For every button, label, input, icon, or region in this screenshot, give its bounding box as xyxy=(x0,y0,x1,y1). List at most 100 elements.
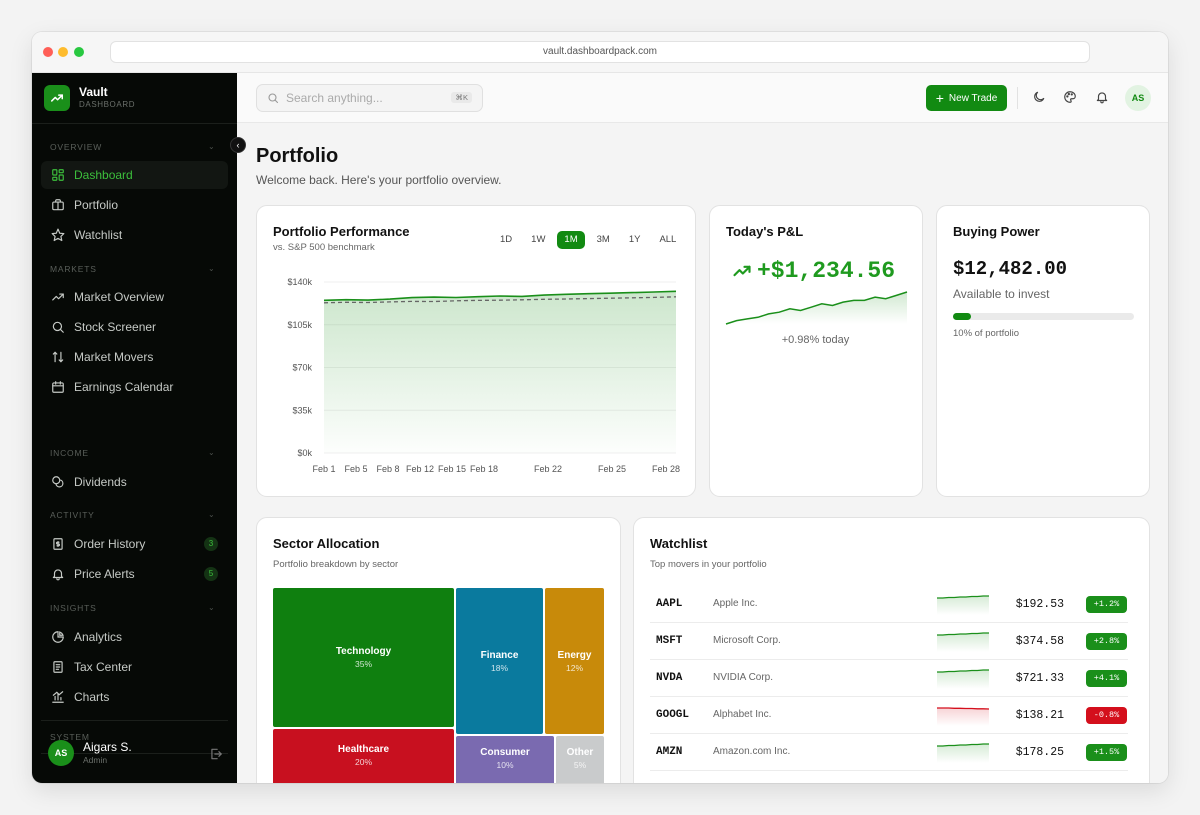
tile-pct: 5% xyxy=(573,759,587,770)
treemap-tile-other[interactable]: Other 5% xyxy=(556,736,604,783)
sidebar-item-analytics[interactable]: Analytics xyxy=(41,623,228,651)
sidebar-item-earnings-calendar[interactable]: Earnings Calendar xyxy=(41,373,228,401)
progress-fill xyxy=(953,313,972,320)
chevron-down-icon[interactable]: ⌄ xyxy=(208,603,215,612)
divider xyxy=(41,720,228,721)
sidebar-item-portfolio[interactable]: Portfolio xyxy=(41,191,228,219)
change-badge: -0.8% xyxy=(1086,707,1127,724)
search-box[interactable]: ⌘K xyxy=(256,84,483,112)
range-tab-all[interactable]: ALL xyxy=(659,234,677,245)
portfolio-area xyxy=(324,291,676,453)
sidebar-item-label: Price Alerts xyxy=(74,567,135,581)
sidebar-item-order-history[interactable]: Order History 3 xyxy=(41,530,228,558)
range-tab-3m[interactable]: 3M xyxy=(596,234,610,245)
receipt-icon xyxy=(53,538,63,550)
watchlist-row[interactable]: AMZN Amazon.com Inc. $178.25 +1.5% xyxy=(650,734,1128,771)
sparkline-line xyxy=(725,291,908,325)
sidebar-item-stock-screener[interactable]: Stock Screener xyxy=(41,313,228,341)
treemap-tile-finance[interactable]: Finance 18% xyxy=(456,588,543,734)
palette-icon[interactable] xyxy=(1063,90,1077,104)
sidebar-item-dividends[interactable]: Dividends xyxy=(41,468,228,496)
search-icon xyxy=(268,93,279,104)
sparkline-area xyxy=(937,633,989,652)
avatar[interactable]: AS xyxy=(1125,85,1151,111)
treemap-tile-technology[interactable]: Technology 35% xyxy=(273,588,454,727)
buying-power-subtitle: Available to invest xyxy=(953,287,1050,301)
watchlist-row[interactable]: AAPL Apple Inc. $192.53 +1.2% xyxy=(650,586,1128,623)
moon-icon[interactable] xyxy=(1032,90,1046,104)
mini-sparkline xyxy=(937,669,989,689)
address-bar[interactable]: vault.dashboardpack.com xyxy=(110,41,1090,63)
section-label-income[interactable]: INCOME xyxy=(50,448,89,458)
chevron-down-icon[interactable]: ⌄ xyxy=(208,142,215,151)
section-label-overview[interactable]: OVERVIEW xyxy=(50,142,103,152)
sidebar-item-tax-center[interactable]: Tax Center xyxy=(41,653,228,681)
new-trade-button[interactable]: + New Trade xyxy=(926,85,1007,111)
maximize-window-button[interactable] xyxy=(74,47,84,57)
progress-label: 10% of portfolio xyxy=(953,328,1020,339)
sidebar-item-label: Stock Screener xyxy=(74,320,157,334)
company-name: Apple Inc. xyxy=(713,598,758,609)
price: $374.58 xyxy=(1015,635,1064,648)
y-tick-label: $0k xyxy=(297,448,312,458)
sidebar-item-price-alerts[interactable]: Price Alerts 5 xyxy=(41,560,228,588)
treemap-tile-consumer[interactable]: Consumer 10% xyxy=(456,736,554,783)
user-profile[interactable]: AS Aigars S. Admin xyxy=(48,740,132,766)
company-name: Microsoft Corp. xyxy=(713,635,781,646)
mini-sparkline xyxy=(937,743,989,763)
range-tab-1y[interactable]: 1Y xyxy=(628,234,641,245)
sidebar: Vault DASHBOARD OVERVIEW ⌄ Dashboard Por… xyxy=(32,73,237,783)
pnl-value: +$1,234.56 xyxy=(732,258,895,284)
tile-name: Finance xyxy=(480,649,519,661)
chevron-down-icon[interactable]: ⌄ xyxy=(208,448,215,457)
plus-icon: + xyxy=(935,90,944,106)
search-input[interactable] xyxy=(286,91,446,105)
collapse-sidebar-button[interactable]: ‹ xyxy=(230,137,246,153)
x-tick-label: Feb 12 xyxy=(406,464,434,474)
sidebar-item-charts[interactable]: Charts xyxy=(41,683,228,711)
mini-sparkline xyxy=(937,632,989,652)
company-name: Amazon.com Inc. xyxy=(713,746,791,757)
sparkline-line xyxy=(937,632,989,636)
pnl-change: +0.98% today xyxy=(781,334,850,346)
watchlist-row[interactable]: MSFT Microsoft Corp. $374.58 +2.8% xyxy=(650,623,1128,660)
minimize-window-button[interactable] xyxy=(58,47,68,57)
tile-name: Consumer xyxy=(480,746,530,758)
range-tab-1m[interactable]: 1M xyxy=(557,231,585,249)
treemap-tile-energy[interactable]: Energy 12% xyxy=(545,588,604,734)
chevron-down-icon[interactable]: ⌄ xyxy=(208,510,215,519)
sidebar-item-label: Tax Center xyxy=(74,660,133,674)
sector-treemap: Technology 35% Finance 18% Energy 12% Healt… xyxy=(273,588,606,783)
brand[interactable]: Vault DASHBOARD xyxy=(44,85,135,111)
tile-pct: 18% xyxy=(490,662,508,673)
sidebar-item-market-movers[interactable]: Market Movers xyxy=(41,343,228,371)
section-label-insights[interactable]: INSIGHTS xyxy=(50,603,97,613)
range-tab-1d[interactable]: 1D xyxy=(500,234,513,245)
sidebar-item-label: Analytics xyxy=(74,630,123,644)
chevron-down-icon[interactable]: ⌄ xyxy=(208,264,215,273)
sidebar-item-label: Watchlist xyxy=(74,228,123,242)
y-tick-label: $140k xyxy=(287,277,312,287)
notification-bell-icon[interactable] xyxy=(1095,90,1109,104)
sidebar-item-watchlist[interactable]: Watchlist xyxy=(41,221,228,249)
sparkline-area xyxy=(937,670,989,689)
mini-sparkline xyxy=(937,595,989,615)
watchlist-row[interactable]: GOOGL Alphabet Inc. $138.21 -0.8% xyxy=(650,697,1128,734)
close-window-button[interactable] xyxy=(43,47,53,57)
new-trade-label: New Trade xyxy=(948,92,998,104)
count-badge: 3 xyxy=(204,537,218,551)
watchlist-row[interactable]: NVDA NVIDIA Corp. $721.33 +4.1% xyxy=(650,660,1128,697)
treemap-tile-healthcare[interactable]: Healthcare 20% xyxy=(273,729,454,783)
pnl-sparkline xyxy=(725,291,908,325)
sidebar-item-market-overview[interactable]: Market Overview xyxy=(41,283,228,311)
section-label-markets[interactable]: MARKETS xyxy=(50,264,97,274)
trend-up-icon xyxy=(733,265,751,277)
change-badge: +1.5% xyxy=(1086,744,1127,761)
sidebar-item-dashboard[interactable]: Dashboard xyxy=(41,161,228,189)
section-label-activity[interactable]: ACTIVITY xyxy=(50,510,95,520)
section-label-system[interactable]: SYSTEM xyxy=(50,732,90,742)
sparkline-line xyxy=(937,595,989,599)
logout-icon[interactable] xyxy=(209,747,223,761)
range-tab-1w[interactable]: 1W xyxy=(531,234,546,245)
tile-name: Energy xyxy=(557,649,592,661)
